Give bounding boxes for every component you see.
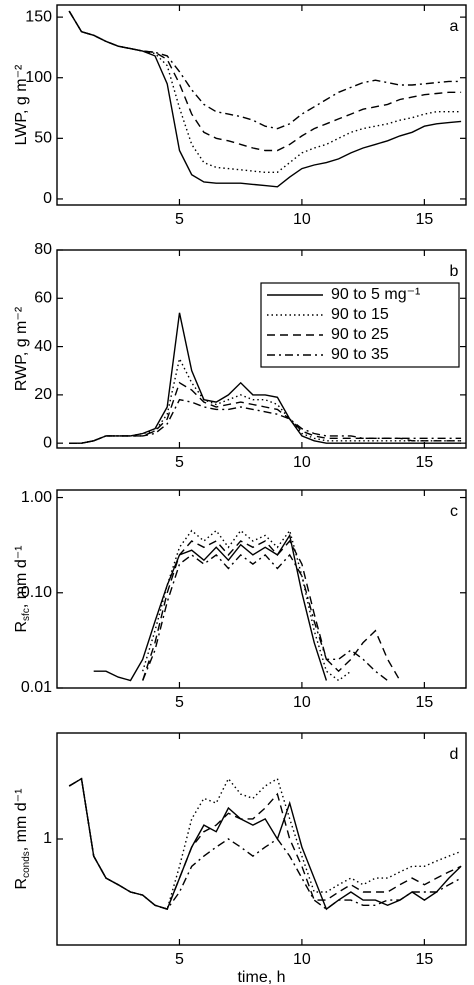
panel-letter: b [450, 263, 459, 280]
y-tick-label: 20 [34, 386, 52, 403]
x-tick-label: 15 [415, 211, 433, 228]
y-label-main: LWP, g m⁻² [13, 64, 30, 145]
y-label-sub: conds [21, 851, 32, 878]
x-tick-label: 5 [175, 951, 184, 968]
panel: 0 50 100 150 5 10 15 a LWP, g m⁻² [13, 4, 467, 228]
y-label-main: R [13, 621, 30, 633]
y-label-main: R [13, 878, 30, 890]
y-tick-label: 50 [34, 130, 52, 147]
legend-box [260, 282, 460, 368]
y-tick-label: 0 [43, 190, 52, 207]
y-tick-label: 0.10 [21, 584, 52, 601]
x-tick-label: 10 [293, 211, 311, 228]
x-axis-label: time, h [237, 969, 285, 985]
x-tick-label: 10 [293, 951, 311, 968]
series-line [68, 777, 462, 910]
x-tick-label: 15 [415, 694, 433, 711]
legend-label: 90 to 5 mg⁻¹ [331, 286, 420, 303]
series-line [142, 529, 352, 682]
x-tick-label: 10 [293, 694, 311, 711]
series-line [68, 10, 462, 173]
series-line [69, 398, 462, 444]
y-tick-label: 60 [34, 290, 52, 307]
y-tick-label: 0 [43, 434, 52, 451]
x-tick-label: 10 [293, 454, 311, 471]
panel: 0.01 0.10 1.00 5 10 15 c Rsfc, mm d⁻¹ [13, 489, 467, 711]
y-tick-label: 0.01 [21, 679, 52, 696]
y-label-rest: , mm d⁻¹ [13, 789, 30, 852]
panel: 0 20 40 60 80 5 10 15 b RWP, g m⁻² 90 to 5 mg⁻¹ 90 … [13, 241, 467, 471]
y-tick-label: 1 [43, 830, 52, 847]
x-tick-label: 15 [415, 951, 433, 968]
y-tick-label: 150 [25, 8, 52, 25]
y-label-sub: sfc [21, 608, 32, 621]
series-line [93, 533, 328, 682]
y-axis-label: RWP, g m⁻² [13, 306, 30, 391]
y-axis-label: Rsfc, mm d⁻¹ [13, 545, 31, 632]
y-axis-label: LWP, g m⁻² [13, 64, 30, 145]
y-axis-label: Rconds, mm d⁻¹ [13, 789, 31, 890]
series-line [69, 312, 462, 444]
panel-letter: c [450, 503, 458, 520]
x-tick-label: 5 [175, 211, 184, 228]
series-line [69, 381, 462, 444]
series-line [68, 777, 462, 910]
y-label-rest: , mm d⁻¹ [13, 545, 30, 608]
plot-frame [56, 4, 467, 206]
legend-label: 90 to 25 [331, 326, 389, 343]
legend-label: 90 to 15 [331, 306, 389, 323]
series-line [68, 777, 462, 910]
series-line [142, 553, 389, 682]
series-line [68, 10, 462, 130]
y-tick-label: 80 [34, 241, 52, 258]
series-line [69, 356, 462, 444]
y-tick-label: 1.00 [21, 489, 52, 506]
x-tick-label: 15 [415, 454, 433, 471]
y-label-main: RWP, g m⁻² [13, 306, 30, 391]
plot-frame [56, 489, 467, 689]
y-tick-label: 40 [34, 338, 52, 355]
series-line [68, 10, 462, 152]
x-tick-label: 5 [175, 454, 184, 471]
legend-label: 90 to 35 [331, 346, 389, 363]
x-tick-label: 5 [175, 694, 184, 711]
series-line [142, 539, 401, 681]
plot-frame [56, 732, 467, 946]
panel-letter: a [450, 18, 459, 35]
series-line [68, 777, 462, 911]
plot-frame [56, 249, 467, 449]
panel-letter: d [450, 746, 459, 763]
y-tick-label: 100 [25, 69, 52, 86]
